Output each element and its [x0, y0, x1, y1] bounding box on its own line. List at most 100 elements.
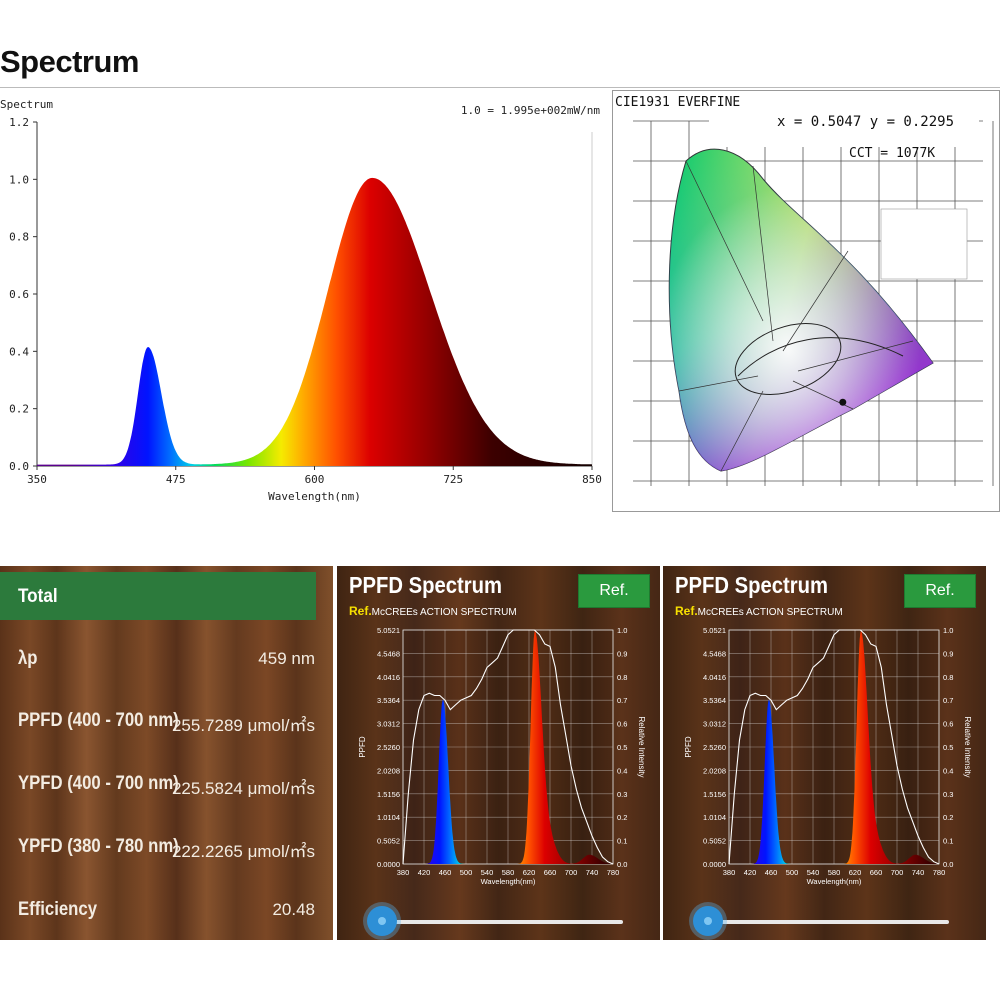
y-tick-label: 0.2: [9, 403, 29, 416]
ref-text: McCREEs ACTION SPECTRUM: [371, 607, 517, 618]
x-tick-label: 500: [460, 868, 473, 877]
y-tick-label: 3.5364: [703, 696, 726, 705]
ppfd-title: PPFD Spectrum: [675, 572, 828, 598]
y-tick-label: 3.5364: [377, 696, 400, 705]
y-tick-label: 0.0: [9, 460, 29, 473]
y2-tick-label: 1.0: [617, 626, 627, 635]
row-label: YPFD (380 - 780 nm): [18, 836, 179, 857]
x-tick-label: 580: [828, 868, 841, 877]
y2-tick-label: 0.1: [617, 837, 627, 846]
x-tick-label: 725: [443, 473, 463, 486]
y2-tick-label: 1.0: [943, 626, 953, 635]
y2-axis-label: Relative Intensity: [963, 717, 972, 778]
ref-caption: Ref.McCREEs ACTION SPECTRUM: [349, 604, 517, 618]
x-tick-label: 620: [849, 868, 862, 877]
total-table: Total λp 459 nm PPFD (400 - 700 nm) 255.72…: [0, 566, 333, 940]
y-tick-label: 0.4: [9, 345, 29, 358]
y2-tick-label: 0.8: [617, 673, 627, 682]
y2-tick-label: 0.1: [943, 837, 953, 846]
ref-button[interactable]: Ref.: [904, 574, 976, 608]
wavelength-slider-track[interactable]: [709, 920, 949, 924]
row-value: 225.5824 μmol/㎡s: [171, 779, 315, 798]
cie-legend-box: [880, 208, 968, 280]
ppfd-panel-right: PPFD Spectrum Ref.McCREEs ACTION SPECTRU…: [663, 566, 986, 940]
cie-diagram: CIE1931 EVERFINE x = 0.5047 y = 0.2295 CCT…: [615, 95, 994, 486]
row-label: Efficiency: [18, 899, 97, 920]
y-tick-label: 4.5468: [703, 649, 726, 658]
y2-tick-label: 0.7: [943, 696, 953, 705]
y2-tick-label: 0.2: [617, 813, 627, 822]
y-tick-label: 3.0312: [703, 720, 726, 729]
row-value: 20.48: [272, 900, 315, 919]
x-tick-label: 500: [786, 868, 799, 877]
wavelength-slider-handle[interactable]: [693, 906, 723, 936]
row-label: PPFD (400 - 700 nm): [18, 710, 179, 731]
x-tick-label: 420: [418, 868, 431, 877]
spectrum-area: [37, 177, 592, 466]
x-tick-label: 780: [933, 868, 946, 877]
table-row: PPFD (400 - 700 nm) 255.7289 μmol/㎡s: [0, 690, 333, 752]
y-tick-label: 1.0: [9, 173, 29, 186]
y2-tick-label: 0.6: [943, 720, 953, 729]
row-value: 459 nm: [258, 649, 315, 668]
cie-horseshoe-white: [669, 149, 933, 471]
cie-region-lines: [678, 160, 914, 472]
row-value: 255.7289 μmol/㎡s: [171, 716, 315, 735]
x-tick-label: 740: [912, 868, 925, 877]
y-tick-label: 4.0416: [703, 673, 726, 682]
row-label: YPFD (400 - 700 nm): [18, 773, 179, 794]
y-tick-label: 1.5156: [377, 790, 400, 799]
y2-tick-label: 0.2: [943, 813, 953, 822]
cie-region-outline: [734, 323, 842, 395]
x-tick-label: 380: [723, 868, 736, 877]
y-tick-label: 2.5260: [703, 743, 726, 752]
x-tick-label: 460: [439, 868, 452, 877]
ref-button[interactable]: Ref.: [578, 574, 650, 608]
y-tick-label: 4.0416: [377, 673, 400, 682]
y2-tick-label: 0.3: [943, 790, 953, 799]
cie-label-bg: [709, 105, 979, 147]
x-tick-label: 420: [744, 868, 757, 877]
y2-axis-label: Relative Intensity: [637, 717, 646, 778]
x-tick-label: 460: [765, 868, 778, 877]
x-tick-label: 620: [523, 868, 536, 877]
y-tick-label: 0.5052: [703, 837, 726, 846]
y2-tick-label: 0.8: [943, 673, 953, 682]
y2-tick-label: 0.5: [617, 743, 627, 752]
x-tick-label: 540: [807, 868, 820, 877]
table-row: YPFD (400 - 700 nm) 225.5824 μmol/㎡s: [0, 753, 333, 815]
y2-tick-label: 0.4: [617, 766, 627, 775]
ref-prefix: Ref.: [675, 604, 698, 618]
x-tick-label: 580: [502, 868, 515, 877]
ref-prefix: Ref.: [349, 604, 372, 618]
chromaticity-point: [839, 398, 847, 406]
y2-tick-label: 0.0: [943, 860, 953, 869]
y-axis-label: PPFD: [684, 736, 693, 758]
y-tick-label: 5.0521: [703, 626, 726, 635]
ppfd-area: [403, 631, 613, 864]
ref-text: McCREEs ACTION SPECTRUM: [697, 607, 843, 618]
table-row: λp 459 nm: [0, 628, 333, 690]
x-tick-label: 700: [565, 868, 578, 877]
x-tick-label: 380: [397, 868, 410, 877]
y-tick-label: 0.6: [9, 288, 29, 301]
wavelength-slider-track[interactable]: [383, 920, 623, 924]
planckian-locus: [737, 337, 904, 377]
y-axis-label: PPFD: [358, 736, 367, 758]
ppfd-area: [729, 631, 939, 864]
y2-tick-label: 0.5: [943, 743, 953, 752]
page-title: Spectrum: [0, 44, 139, 79]
y-tick-label: 1.0104: [703, 813, 726, 822]
y2-tick-label: 0.3: [617, 790, 627, 799]
y2-tick-label: 0.7: [617, 696, 627, 705]
y-tick-label: 2.0208: [377, 766, 400, 775]
wavelength-slider-handle[interactable]: [367, 906, 397, 936]
reference-curve: [728, 629, 940, 865]
x-tick-label: 780: [607, 868, 620, 877]
y-tick-label: 0.0000: [377, 860, 400, 869]
x-tick-label: 740: [586, 868, 599, 877]
total-header: Total: [0, 572, 316, 620]
ppfd-chart: 380 420 460 500 540 580 620 660 700 740 780 0.0000 0…: [358, 626, 646, 886]
x-axis-label: Wavelength(nm): [807, 877, 862, 886]
x-axis-label: Wavelength(nm): [481, 877, 536, 886]
